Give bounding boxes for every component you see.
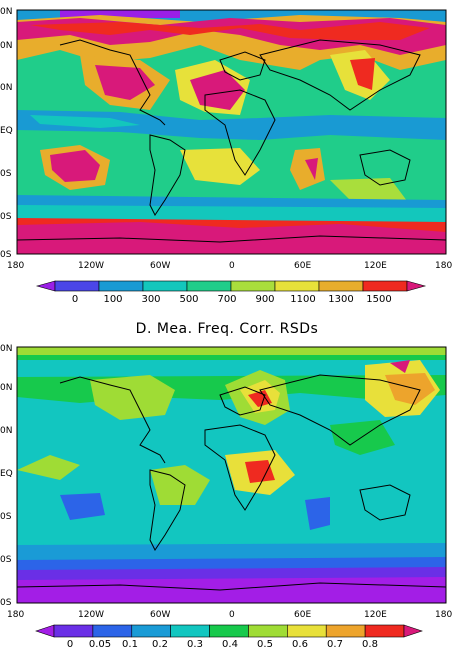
- lon-label: 180: [435, 610, 452, 620]
- colorbar-tick: 0.7: [327, 639, 343, 650]
- lat-label: 0S: [0, 212, 12, 222]
- colorbar-swatch: [318, 280, 364, 292]
- top-colorbar: [35, 280, 427, 292]
- colorbar-tick: 0.4: [222, 639, 238, 650]
- colorbar-swatch: [54, 280, 100, 292]
- lon-label: 180: [435, 261, 452, 271]
- colorbar-swatch: [364, 624, 405, 638]
- lon-label: 0: [229, 610, 235, 620]
- colorbar-tick: 0: [67, 639, 73, 650]
- bottom-colorbar: [35, 624, 423, 638]
- lat-label: 0S: [0, 169, 12, 179]
- bottom-lat-labels: 0N 0N 0N EQ 0S 0S 0S: [0, 344, 13, 608]
- lat-label: 0N: [0, 383, 12, 393]
- lat-label: 0N: [0, 41, 12, 51]
- colorbar-swatch: [186, 280, 232, 292]
- colorbar-swatch: [325, 624, 366, 638]
- lat-label: 0N: [0, 83, 12, 93]
- lon-label: 60W: [150, 261, 170, 271]
- colorbar-swatch: [403, 624, 423, 638]
- bottom-lon-labels: 180 120W 60W 0 60E 120E 180: [7, 610, 452, 620]
- lon-label: 120E: [364, 261, 387, 271]
- lon-label: 0: [229, 261, 235, 271]
- lat-label: 0N: [0, 426, 12, 436]
- lon-label: 180: [7, 610, 24, 620]
- colorbar-swatch: [98, 280, 144, 292]
- lon-label: 60E: [294, 610, 311, 620]
- colorbar-tick: 0.6: [292, 639, 308, 650]
- colorbar-swatch: [53, 624, 94, 638]
- bottom-coastlines: [17, 374, 446, 591]
- lon-label: 120W: [78, 261, 104, 271]
- colorbar-swatch: [142, 280, 188, 292]
- bottom-colorbar-ticks: 0 0.05 0.1 0.2 0.3 0.4 0.5 0.6 0.7 0.8: [67, 639, 378, 650]
- colorbar-tick: 500: [179, 294, 198, 305]
- colorbar-tick: 0.8: [362, 639, 378, 650]
- colorbar-swatch: [406, 280, 427, 292]
- lat-label: 0S: [0, 250, 12, 260]
- bottom-map-frame: [16, 346, 447, 604]
- colorbar-tick: 1300: [328, 294, 353, 305]
- colorbar-tick: 300: [141, 294, 160, 305]
- colorbar-swatch: [170, 624, 210, 638]
- bottom-contour-field: [17, 347, 446, 603]
- colorbar-tick: 900: [255, 294, 274, 305]
- colorbar-swatch: [35, 280, 56, 292]
- colorbar-tick: 0.5: [257, 639, 273, 650]
- colorbar-swatch: [92, 624, 133, 638]
- colorbar-tick: 0.1: [122, 639, 138, 650]
- top-contour-field: [17, 10, 446, 254]
- colorbar-tick: 700: [217, 294, 236, 305]
- lat-label: EQ: [0, 469, 13, 479]
- colorbar-tick: 0.2: [152, 639, 168, 650]
- lon-label: 180: [7, 261, 24, 271]
- lat-label: 0N: [0, 344, 12, 354]
- colorbar-tick: 1500: [366, 294, 391, 305]
- lon-label: 120E: [364, 610, 387, 620]
- colorbar-tick: 0.05: [89, 639, 111, 650]
- colorbar-swatch: [131, 624, 171, 638]
- lat-label: 0S: [0, 598, 12, 608]
- colorbar-swatch: [230, 280, 276, 292]
- top-map-panel: 0N 0N 0N EQ 0S 0S 0S 180 120W 60W 0 60E …: [0, 7, 452, 305]
- colorbar-swatch: [362, 280, 408, 292]
- top-coastlines: [17, 39, 446, 243]
- bottom-map-panel: D. Mea. Freq. Corr. RSDs: [0, 321, 452, 650]
- colorbar-tick: 1100: [290, 294, 315, 305]
- colorbar-tick: 0: [72, 294, 78, 305]
- colorbar-tick: 100: [103, 294, 122, 305]
- top-colorbar-ticks: 0 100 300 500 700 900 1100 1300 1500: [72, 294, 392, 305]
- top-lat-labels: 0N 0N 0N EQ 0S 0S 0S: [0, 7, 13, 260]
- panel-title: D. Mea. Freq. Corr. RSDs: [136, 321, 319, 337]
- lat-label: 0S: [0, 555, 12, 565]
- top-map-frame: [16, 9, 447, 255]
- lat-label: EQ: [0, 126, 13, 136]
- lat-label: 0N: [0, 7, 12, 17]
- colorbar-swatch: [35, 624, 55, 638]
- colorbar-swatch: [248, 624, 288, 638]
- top-lon-labels: 180 120W 60W 0 60E 120E 180: [7, 261, 452, 271]
- colorbar-swatch: [287, 624, 327, 638]
- lat-label: 0S: [0, 512, 12, 522]
- lon-label: 60W: [150, 610, 170, 620]
- colorbar-swatch: [209, 624, 249, 638]
- lon-label: 60E: [294, 261, 311, 271]
- colorbar-tick: 0.3: [187, 639, 203, 650]
- lon-label: 120W: [78, 610, 104, 620]
- colorbar-swatch: [274, 280, 320, 292]
